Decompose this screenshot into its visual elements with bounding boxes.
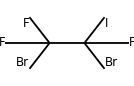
Text: Br: Br (105, 56, 118, 69)
Text: F: F (129, 36, 134, 50)
Text: F: F (23, 17, 29, 30)
Text: F: F (0, 36, 5, 50)
Text: I: I (105, 17, 108, 30)
Text: Br: Br (16, 56, 29, 69)
